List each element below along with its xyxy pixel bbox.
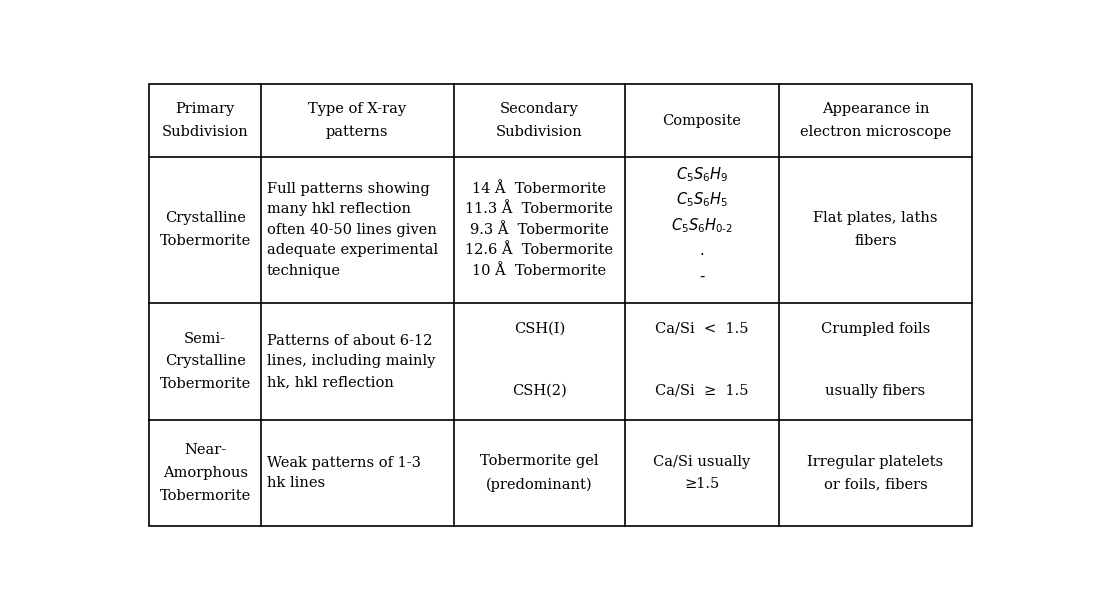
Text: -: - <box>699 269 705 284</box>
Text: Semi-
Crystalline
Tobermorite: Semi- Crystalline Tobermorite <box>160 332 251 391</box>
Text: CSH(I): CSH(I) <box>513 321 565 335</box>
Text: usually fibers: usually fibers <box>826 384 926 398</box>
Text: Weak patterns of 1-3
hk lines: Weak patterns of 1-3 hk lines <box>267 456 421 490</box>
Text: Type of X-ray
patterns: Type of X-ray patterns <box>309 102 406 139</box>
Text: Appearance in
electron microscope: Appearance in electron microscope <box>800 102 951 139</box>
Text: Ca/Si  ≥  1.5: Ca/Si ≥ 1.5 <box>655 384 748 398</box>
Text: Crumpled foils: Crumpled foils <box>820 321 930 335</box>
Text: Patterns of about 6-12
lines, including mainly
hk, hkl reflection: Patterns of about 6-12 lines, including … <box>267 334 435 389</box>
Text: Composite: Composite <box>663 114 742 127</box>
Text: $C_5S_6H_5$: $C_5S_6H_5$ <box>676 191 728 210</box>
Text: Crystalline
Tobermorite: Crystalline Tobermorite <box>160 211 251 248</box>
Text: Irregular platelets
or foils, fibers: Irregular platelets or foils, fibers <box>807 455 943 492</box>
Text: Full patterns showing
many hkl reflection
often 40-50 lines given
adequate exper: Full patterns showing many hkl reflectio… <box>267 182 438 278</box>
Text: Tobermorite gel
(predominant): Tobermorite gel (predominant) <box>480 454 598 492</box>
Text: $C_5S_6H_{0\text{-}2}$: $C_5S_6H_{0\text{-}2}$ <box>671 216 733 235</box>
Text: Flat plates, laths
fibers: Flat plates, laths fibers <box>813 211 938 248</box>
Text: $C_5S_6H_9$: $C_5S_6H_9$ <box>676 165 729 184</box>
Text: 14 Å  Tobermorite
11.3 Å  Tobermorite
9.3 Å  Tobermorite
12.6 Å  Tobermorite
10 : 14 Å Tobermorite 11.3 Å Tobermorite 9.3 … <box>465 182 614 278</box>
Text: .: . <box>700 243 705 259</box>
Text: Near-
Amorphous
Tobermorite: Near- Amorphous Tobermorite <box>160 443 251 503</box>
Text: Ca/Si usually
≥1.5: Ca/Si usually ≥1.5 <box>653 455 750 492</box>
Text: Secondary
Subdivision: Secondary Subdivision <box>496 102 583 139</box>
Text: Primary
Subdivision: Primary Subdivision <box>162 102 248 139</box>
Text: CSH(2): CSH(2) <box>512 384 567 398</box>
Text: Ca/Si  <  1.5: Ca/Si < 1.5 <box>655 321 748 335</box>
